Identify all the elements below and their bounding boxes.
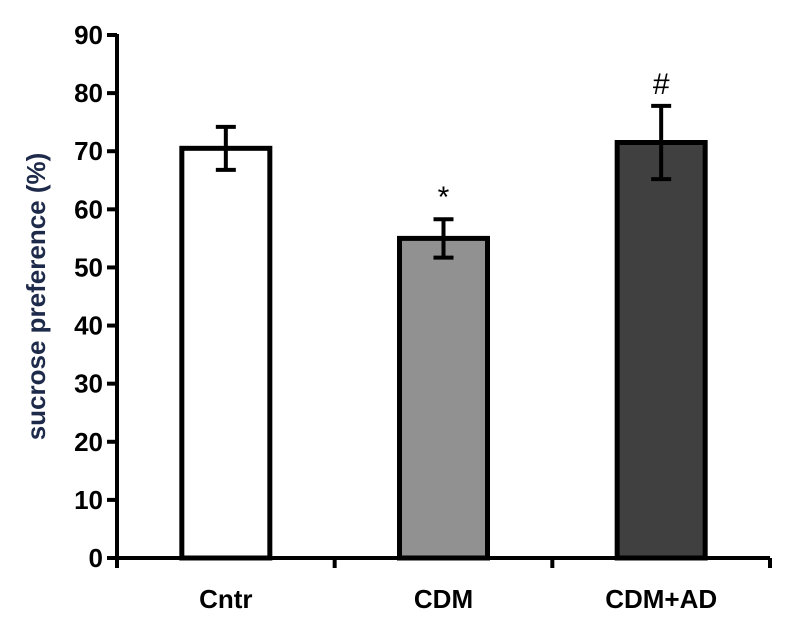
x-category-label: Cntr [199,584,252,614]
labels-layer: * #0 10 20 30 40 50 60 70 80 90 Cntr CDM CDM+AD sucros… [21,20,717,614]
y-tick-label: 0 [89,543,103,573]
y-tick-label: 60 [74,194,103,224]
y-tick-label: 20 [74,427,103,457]
error-bars-layer [215,103,672,260]
y-axis-title: sucrose preference (%) [21,153,51,441]
bar-cdm-ad [614,140,708,561]
y-tick-label: 40 [74,311,103,341]
y-tick-label: 50 [74,252,103,282]
significance-marker: # [653,68,670,101]
y-tick-label: 70 [74,136,103,166]
x-category-label: CDM [414,584,473,614]
axes-layer [107,33,772,568]
y-tick-label: 80 [74,78,103,108]
y-tick-label: 30 [74,369,103,399]
error-bar-cntr [215,124,236,172]
error-bar-cdm-ad [651,103,672,182]
bar-cntr [179,145,273,561]
error-bar-cdm [433,217,454,260]
x-category-label: CDM+AD [605,584,717,614]
bar-cdm [397,235,490,561]
y-tick-label: 90 [74,20,103,50]
significance-marker: * [438,181,450,214]
y-tick-label: 10 [74,485,103,515]
